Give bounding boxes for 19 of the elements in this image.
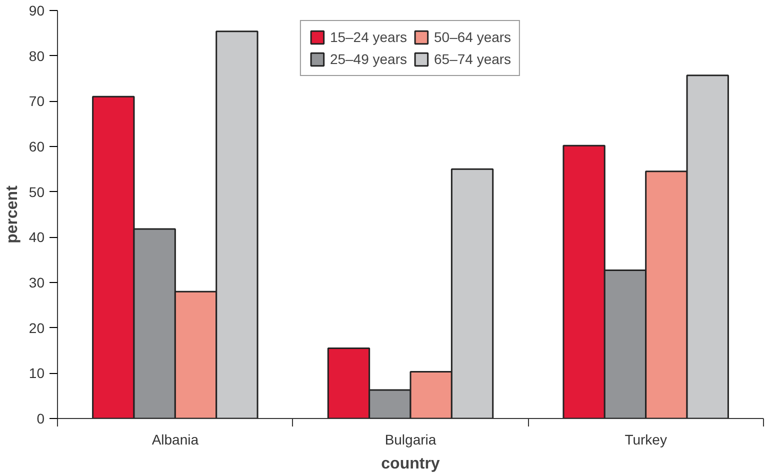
y-tick-label: 80 [28, 48, 45, 64]
legend-label: 50–64 years [434, 29, 512, 45]
y-tick-label: 10 [28, 365, 45, 382]
x-axis-title: country [381, 456, 440, 472]
y-tick-label: 70 [28, 93, 45, 110]
legend-label: 25–49 years [330, 51, 407, 67]
x-tick-label: Turkey [624, 432, 667, 448]
y-tick-label: 30 [28, 274, 45, 290]
y-tick-label: 90 [28, 2, 45, 18]
y-tick-label: 50 [28, 184, 45, 200]
legend-label: 15–24 years [330, 29, 407, 45]
x-tick-label: Bulgaria [384, 432, 436, 448]
y-tick-label: 20 [28, 320, 45, 336]
y-axis-title: percent [4, 184, 21, 244]
legend-label: 65–74 years [434, 51, 512, 67]
y-tick-label: 40 [28, 229, 45, 246]
y-tick-label: 60 [28, 138, 45, 154]
x-tick-label: Albania [152, 432, 199, 448]
y-tick-label: 0 [36, 410, 45, 426]
